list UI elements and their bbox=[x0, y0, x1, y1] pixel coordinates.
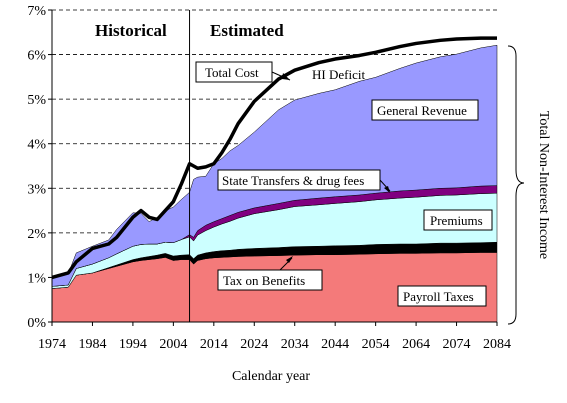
axes: 0% 1% 2% 3% 4% 5% 6% 7% 1974 1984 1994 2004 2014 2024… bbox=[27, 4, 511, 352]
annotation-payroll-taxes: Payroll Taxes bbox=[397, 285, 487, 307]
x-tick-label: 1984 bbox=[78, 337, 106, 352]
y-tick-label: 6% bbox=[27, 49, 46, 64]
annotation-premiums-text: Premiums bbox=[430, 213, 483, 228]
x-axis-title: Calendar year bbox=[232, 369, 310, 384]
y-tick-label: 2% bbox=[27, 227, 46, 242]
x-tick-label: 1994 bbox=[119, 337, 147, 352]
annotation-general-revenue-text: General Revenue bbox=[377, 103, 467, 118]
x-tick-label: 2034 bbox=[281, 337, 309, 352]
annotation-state-transfers-text: State Transfers & drug fees bbox=[222, 173, 364, 188]
annotation-payroll-taxes-text: Payroll Taxes bbox=[403, 289, 474, 304]
y-tick-label: 1% bbox=[27, 271, 46, 286]
annotation-hi-deficit: HI Deficit bbox=[312, 67, 365, 82]
y-tick-label: 0% bbox=[27, 316, 46, 331]
annotation-total-cost: Total Cost bbox=[195, 61, 291, 83]
x-tick-label: 2004 bbox=[159, 337, 187, 352]
x-tick-label: 1974 bbox=[38, 337, 66, 352]
right-axis-label: Total Non-Interest Income bbox=[536, 111, 551, 259]
right-brace bbox=[507, 45, 525, 325]
annotation-state-transfers: State Transfers & drug fees bbox=[217, 169, 391, 193]
x-tick-label: 2044 bbox=[321, 337, 349, 352]
region-label-estimated: Estimated bbox=[210, 21, 284, 40]
x-tick-label: 2024 bbox=[240, 337, 268, 352]
y-tick-label: 3% bbox=[27, 182, 46, 197]
annotation-premiums: Premiums bbox=[423, 209, 493, 231]
region-label-historical: Historical bbox=[95, 21, 167, 40]
x-tick-label: 2054 bbox=[362, 337, 390, 352]
y-tick-label: 5% bbox=[27, 93, 46, 108]
x-tick-label: 2064 bbox=[402, 337, 430, 352]
annotation-total-cost-text: Total Cost bbox=[205, 65, 259, 80]
x-tick-label: 2084 bbox=[483, 337, 511, 352]
y-tick-label: 4% bbox=[27, 138, 46, 153]
line-layer bbox=[51, 36, 497, 280]
annotation-tax-on-benefits-text: Tax on Benefits bbox=[223, 273, 305, 288]
annotation-tax-on-benefits: Tax on Benefits bbox=[217, 256, 323, 291]
line-total-cost bbox=[51, 36, 497, 280]
x-tick-label: 2074 bbox=[443, 337, 471, 352]
y-tick-label: 7% bbox=[27, 4, 46, 19]
x-tick-label: 2014 bbox=[200, 337, 228, 352]
annotation-general-revenue: General Revenue bbox=[371, 99, 479, 121]
